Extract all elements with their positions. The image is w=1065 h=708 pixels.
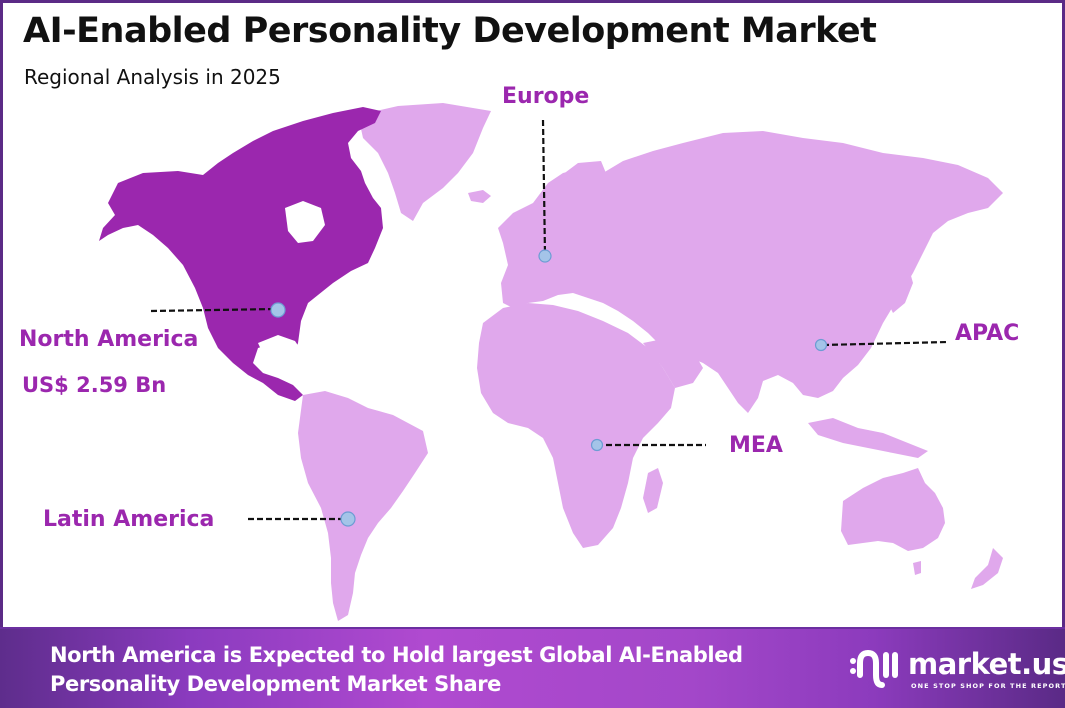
leader-line-north-america xyxy=(150,307,278,313)
region-madagascar xyxy=(643,468,663,513)
region-new-zealand xyxy=(971,548,1003,589)
region-se-asia xyxy=(808,418,928,458)
leader-line-europe xyxy=(541,119,547,256)
region-latin-america[interactable] xyxy=(298,391,428,621)
logo-wordmark: market.us xyxy=(908,647,1065,681)
region-japan xyxy=(888,265,913,313)
marker-apac[interactable] xyxy=(814,338,828,352)
label-europe: Europe xyxy=(502,84,590,109)
region-arabia xyxy=(643,338,703,388)
brand-logo[interactable]: market.us ONE STOP SHOP FOR THE REPORTS xyxy=(848,645,1065,695)
label-north-america: North America xyxy=(19,327,199,352)
logo-tagline: ONE STOP SHOP FOR THE REPORTS xyxy=(911,682,1065,690)
region-scandinavia xyxy=(543,161,608,223)
marker-europe[interactable] xyxy=(538,249,552,263)
marker-north-america[interactable] xyxy=(270,302,286,318)
hudson-bay xyxy=(285,201,325,243)
page-title: AI-Enabled Personality Development Marke… xyxy=(23,11,877,51)
world-map xyxy=(99,103,1003,621)
footer-summary: North America is Expected to Hold larges… xyxy=(50,641,743,699)
page-subtitle: Regional Analysis in 2025 xyxy=(24,65,281,89)
region-north-america[interactable] xyxy=(99,107,383,401)
region-iceland xyxy=(468,190,491,203)
marker-latam[interactable] xyxy=(340,511,356,527)
region-mea[interactable] xyxy=(477,303,675,548)
footer-line-1: North America is Expected to Hold larges… xyxy=(50,643,743,667)
value-north-america: US$ 2.59 Bn xyxy=(22,373,167,397)
region-europe-asia xyxy=(498,131,1003,413)
label-latin-america: Latin America xyxy=(43,507,215,532)
marker-mea[interactable] xyxy=(590,438,604,452)
market-us-logo-icon xyxy=(850,649,898,688)
footer-banner: North America is Expected to Hold larges… xyxy=(0,627,1065,708)
leader-line-apac xyxy=(822,340,949,347)
region-uk xyxy=(508,215,531,251)
gulf-of-mexico xyxy=(258,335,303,365)
footer-line-2: Personality Development Market Share xyxy=(50,672,502,696)
region-greenland xyxy=(358,103,491,221)
label-apac: APAC xyxy=(955,321,1020,346)
label-mea: MEA xyxy=(729,433,783,458)
region-tasmania xyxy=(913,561,921,575)
region-australia xyxy=(841,468,945,551)
